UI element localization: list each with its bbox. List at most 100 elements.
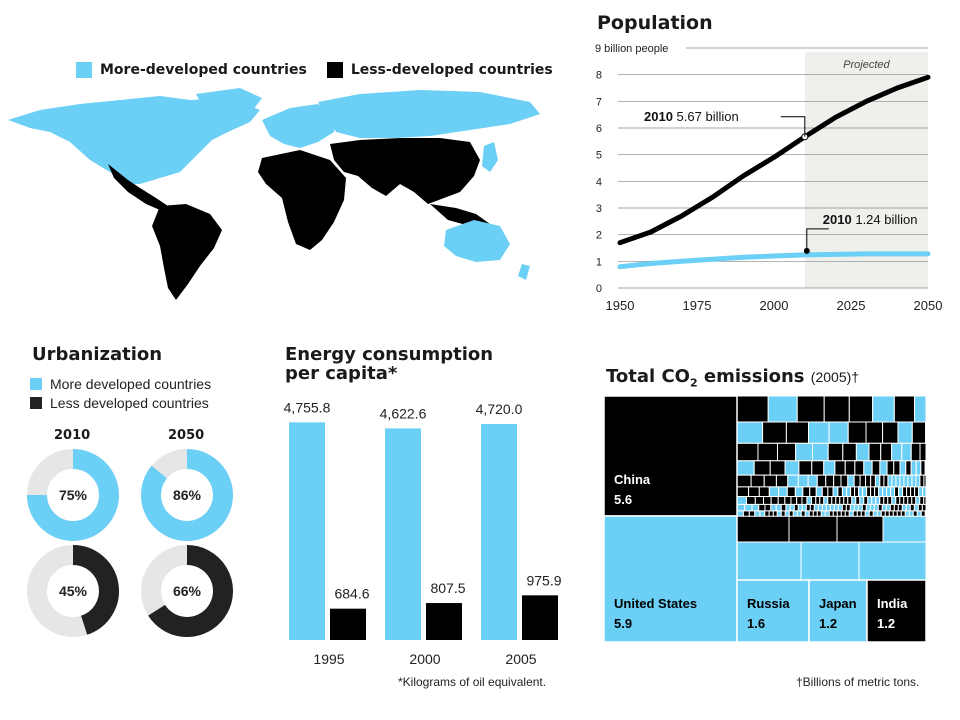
treemap-small-45 bbox=[879, 460, 888, 476]
treemap-small-30 bbox=[901, 442, 912, 462]
treemap-small-13 bbox=[847, 421, 867, 444]
treemap-small-92 bbox=[815, 486, 823, 498]
treemap-small-192 bbox=[889, 503, 895, 512]
treemap-mid-2 bbox=[836, 515, 884, 543]
treemap-small-195 bbox=[901, 503, 907, 512]
legend-label-more: More-developed countries bbox=[100, 62, 307, 78]
treemap-small-119 bbox=[745, 496, 756, 505]
annotation-leader-total bbox=[780, 116, 806, 137]
population-chart: Projected 0 1 2 3 4 5 6 7 8 9 billion people 1950 19… bbox=[590, 40, 942, 313]
treemap-small-52 bbox=[920, 460, 926, 476]
treemap-small-22 bbox=[795, 442, 814, 462]
treemap-small-204 bbox=[754, 510, 761, 517]
treemap-small-222 bbox=[828, 510, 834, 517]
co2-title-main: Total CO bbox=[606, 366, 690, 387]
treemap-small-142 bbox=[863, 496, 869, 505]
treemap-small-138 bbox=[847, 496, 853, 505]
treemap-small-47 bbox=[893, 460, 901, 476]
treemap-small-231 bbox=[864, 510, 870, 517]
co2-treemap: China 5.6 United States 5.9 Russia 1.6 Japan 1.… bbox=[604, 396, 926, 642]
y-axis-label: 9 billion people bbox=[595, 43, 668, 55]
treemap-small-74 bbox=[891, 474, 897, 488]
treemap-small-225 bbox=[840, 510, 846, 517]
treemap-small-241 bbox=[904, 510, 910, 517]
treemap-small-96 bbox=[837, 486, 843, 498]
energy-value-2005-1: 975.9 bbox=[526, 572, 561, 588]
treemap-small-76 bbox=[899, 474, 905, 488]
treemap-small-35 bbox=[769, 460, 786, 476]
treemap-small-9 bbox=[762, 421, 787, 444]
treemap-small-159 bbox=[744, 503, 753, 512]
treemap-small-135 bbox=[835, 496, 841, 505]
treemap-small-232 bbox=[868, 510, 874, 517]
treemap-small-202 bbox=[742, 510, 750, 517]
treemap-small-229 bbox=[856, 510, 862, 517]
treemap-small-87 bbox=[778, 486, 788, 498]
treemap-small-197 bbox=[909, 503, 915, 512]
energy-title-line2: per capita* bbox=[285, 363, 398, 384]
treemap-small-137 bbox=[843, 496, 849, 505]
treemap-small-11 bbox=[808, 421, 830, 444]
treemap-small-226 bbox=[844, 510, 850, 517]
treemap-small-240 bbox=[900, 510, 906, 517]
treemap-small-29 bbox=[891, 442, 903, 462]
treemap-small-40 bbox=[834, 460, 846, 476]
treemap-small-32 bbox=[919, 442, 926, 462]
treemap-value-4: 1.2 bbox=[877, 616, 895, 631]
energy-bar-2000-1 bbox=[426, 603, 462, 640]
treemap-small-153 bbox=[907, 496, 913, 505]
treemap-small-242 bbox=[908, 510, 914, 517]
treemap-name-3: Japan bbox=[819, 596, 857, 611]
co2-title-sub: 2 bbox=[689, 376, 698, 390]
treemap-small-179 bbox=[837, 503, 843, 512]
energy-footnote: *Kilograms of oil equivalent. bbox=[398, 675, 547, 689]
treemap-small-33 bbox=[736, 460, 755, 476]
energy-bar-1995-1 bbox=[330, 608, 366, 640]
urban-legend-less-label: Less developed countries bbox=[50, 395, 209, 411]
treemap-small-163 bbox=[770, 503, 777, 512]
treemap-small-218 bbox=[812, 510, 818, 517]
annotation-total: 2010 5.67 billion bbox=[644, 109, 739, 124]
energy-category-2000: 2000 bbox=[409, 651, 440, 667]
treemap-small-206 bbox=[764, 510, 770, 517]
treemap-mid-5 bbox=[800, 541, 860, 581]
treemap-small-230 bbox=[860, 510, 866, 517]
treemap-small-38 bbox=[811, 460, 825, 476]
treemap-value-0: 5.6 bbox=[614, 492, 632, 507]
treemap-small-148 bbox=[887, 496, 893, 505]
treemap-small-108 bbox=[886, 486, 892, 498]
treemap-small-113 bbox=[906, 486, 912, 498]
x-tick-2000: 2000 bbox=[760, 298, 789, 313]
treemap-small-39 bbox=[823, 460, 836, 476]
treemap-small-77 bbox=[903, 474, 909, 488]
treemap-small-244 bbox=[916, 510, 922, 517]
treemap-china bbox=[604, 396, 738, 517]
treemap-small-58 bbox=[787, 474, 799, 488]
treemap-small-134 bbox=[831, 496, 837, 505]
treemap-small-28 bbox=[880, 442, 893, 462]
treemap-small-126 bbox=[796, 496, 803, 505]
treemap-name-2: Russia bbox=[747, 596, 790, 611]
treemap-small-117 bbox=[922, 486, 926, 498]
treemap-small-228 bbox=[852, 510, 858, 517]
treemap-small-185 bbox=[861, 503, 867, 512]
treemap-small-97 bbox=[841, 486, 848, 498]
treemap-small-146 bbox=[879, 496, 885, 505]
energy-bar-2005-0 bbox=[481, 423, 517, 640]
treemap-small-223 bbox=[832, 510, 838, 517]
treemap-small-139 bbox=[851, 496, 857, 505]
ring-label-0: 75% bbox=[59, 487, 88, 503]
map-greenland bbox=[196, 88, 262, 122]
treemap-small-34 bbox=[753, 460, 771, 476]
treemap-small-93 bbox=[821, 486, 829, 498]
treemap-small-24 bbox=[827, 442, 844, 462]
map-africa bbox=[258, 150, 346, 250]
world-map bbox=[8, 88, 540, 300]
treemap-small-100 bbox=[854, 486, 860, 498]
treemap-small-219 bbox=[816, 510, 822, 517]
treemap-small-7 bbox=[914, 396, 926, 423]
treemap-small-132 bbox=[823, 496, 829, 505]
treemap-small-233 bbox=[872, 510, 878, 517]
treemap-small-68 bbox=[865, 474, 872, 488]
treemap-small-55 bbox=[750, 474, 765, 488]
